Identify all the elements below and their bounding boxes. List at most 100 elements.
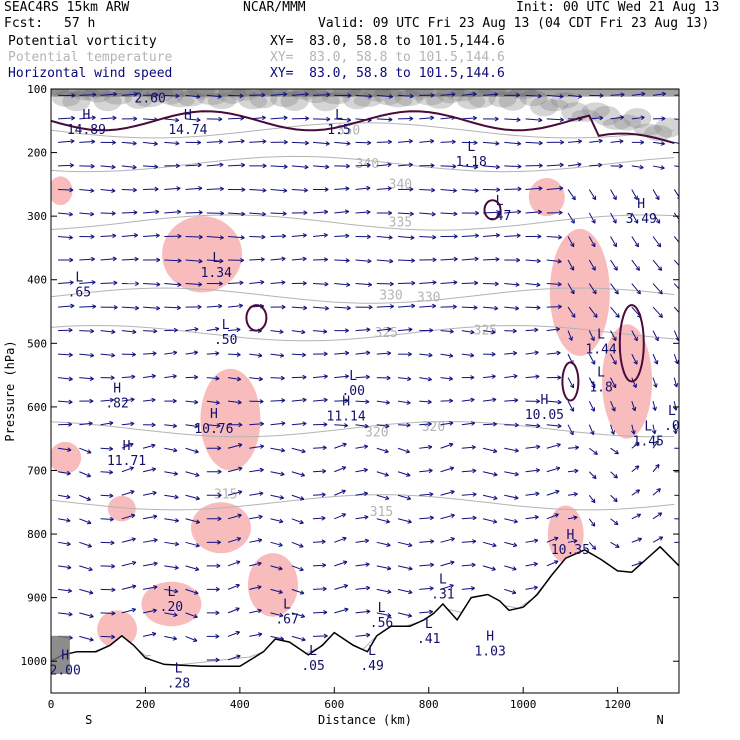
wind-arrowhead [577, 139, 583, 144]
wind-arrowhead [680, 446, 684, 450]
wind-vector [58, 140, 75, 143]
wind-vector [164, 447, 178, 452]
wind-arrowhead [133, 210, 138, 215]
wind-vector [610, 541, 620, 548]
wind-vector [143, 141, 158, 145]
wind-arrowhead [195, 519, 201, 524]
wind-arrowhead [259, 491, 264, 496]
wind-arrowhead [67, 447, 72, 452]
wind-arrowhead [470, 397, 475, 403]
wind-vector [206, 400, 220, 404]
pv-shade-blob [200, 368, 261, 471]
wind-vector [546, 259, 562, 263]
wind-vector [291, 588, 305, 594]
terrain-line [51, 545, 679, 668]
wind-vector [567, 470, 579, 473]
wind-arrowhead [591, 383, 596, 389]
legend-theta-label: Potential temperature [8, 50, 173, 65]
wind-vector [185, 351, 198, 355]
wind-arrowhead [555, 326, 560, 332]
wind-vector [461, 235, 479, 238]
wind-vector [121, 422, 135, 426]
wind-vector [79, 588, 94, 594]
wind-arrowhead [342, 442, 347, 448]
wind-vector [291, 422, 307, 426]
wind-arrowhead [89, 376, 94, 381]
wind-vector [291, 447, 306, 453]
wind-vector [355, 329, 371, 332]
wind-arrowhead [428, 468, 433, 474]
wind-vector [143, 283, 161, 286]
wind-vector [100, 258, 117, 261]
wind-arrowhead [554, 513, 559, 518]
wind-arrowhead [262, 163, 267, 169]
wind-vector [355, 516, 369, 520]
wind-vector [79, 565, 93, 571]
extremum-value: .28 [167, 676, 190, 691]
wind-arrowhead [194, 327, 199, 332]
wind-arrowhead [259, 467, 264, 473]
wind-vector [79, 281, 96, 285]
wind-arrowhead [279, 495, 284, 500]
pv-closed-contour [618, 304, 645, 383]
wind-vector [100, 188, 116, 192]
wind-arrowhead [535, 398, 541, 404]
wind-arrowhead [132, 329, 137, 335]
wind-arrowhead [535, 374, 540, 380]
wind-vector [334, 466, 346, 473]
wind-arrowhead [363, 467, 368, 473]
wind-vector [334, 561, 348, 567]
wind-arrowhead [655, 219, 661, 224]
x-tick-label: 0 [48, 698, 55, 711]
wind-arrowhead [279, 329, 284, 335]
gray-band-blob [384, 95, 413, 108]
wind-vector [228, 328, 241, 332]
wind-arrowhead [177, 233, 182, 239]
wind-arrowhead [151, 397, 156, 403]
wind-vector [164, 518, 179, 522]
wind-arrowhead [365, 585, 371, 591]
wind-vector [610, 140, 624, 143]
wind-vector [164, 211, 181, 214]
wind-arrowhead [323, 610, 328, 615]
wind-vector [270, 399, 286, 402]
wind-arrowhead [612, 336, 617, 342]
wind-arrowhead [324, 305, 329, 311]
wind-arrowhead [197, 140, 202, 145]
wind-arrowhead [129, 466, 134, 471]
wind-vector [79, 447, 92, 454]
wind-vector [334, 259, 350, 262]
wind-vector [291, 93, 309, 96]
wind-vector [631, 212, 639, 224]
theta-label: 340 [356, 157, 379, 172]
wind-vector [419, 469, 433, 473]
wind-arrowhead [344, 607, 349, 613]
model-title: SEAC4RS 15km ARW [4, 0, 130, 15]
wind-arrowhead [448, 398, 454, 404]
extremum-marker: L [309, 644, 317, 659]
wind-vector [249, 258, 265, 261]
wind-arrowhead [111, 140, 116, 145]
wind-arrowhead [156, 282, 161, 287]
wind-arrowhead [321, 539, 326, 545]
wind-vector [355, 634, 370, 637]
wind-arrowhead [341, 466, 347, 471]
wind-arrowhead [681, 493, 685, 497]
wind-arrowhead [610, 430, 615, 435]
wind-arrowhead [217, 94, 222, 99]
wind-arrowhead [326, 92, 331, 98]
theta-contour [51, 214, 675, 231]
wind-arrowhead [109, 516, 114, 522]
wind-vector [504, 118, 521, 121]
wind-vector [58, 117, 75, 120]
wind-arrowhead [236, 536, 242, 542]
wind-vector [313, 375, 328, 379]
wind-vector [504, 283, 520, 286]
wind-arrowhead [429, 515, 434, 521]
wind-vector [419, 140, 434, 143]
wind-arrowhead [410, 258, 416, 263]
wind-arrowhead [67, 588, 72, 594]
wind-arrowhead [323, 374, 328, 379]
wind-arrowhead [492, 542, 497, 548]
wind-vector [631, 259, 640, 271]
